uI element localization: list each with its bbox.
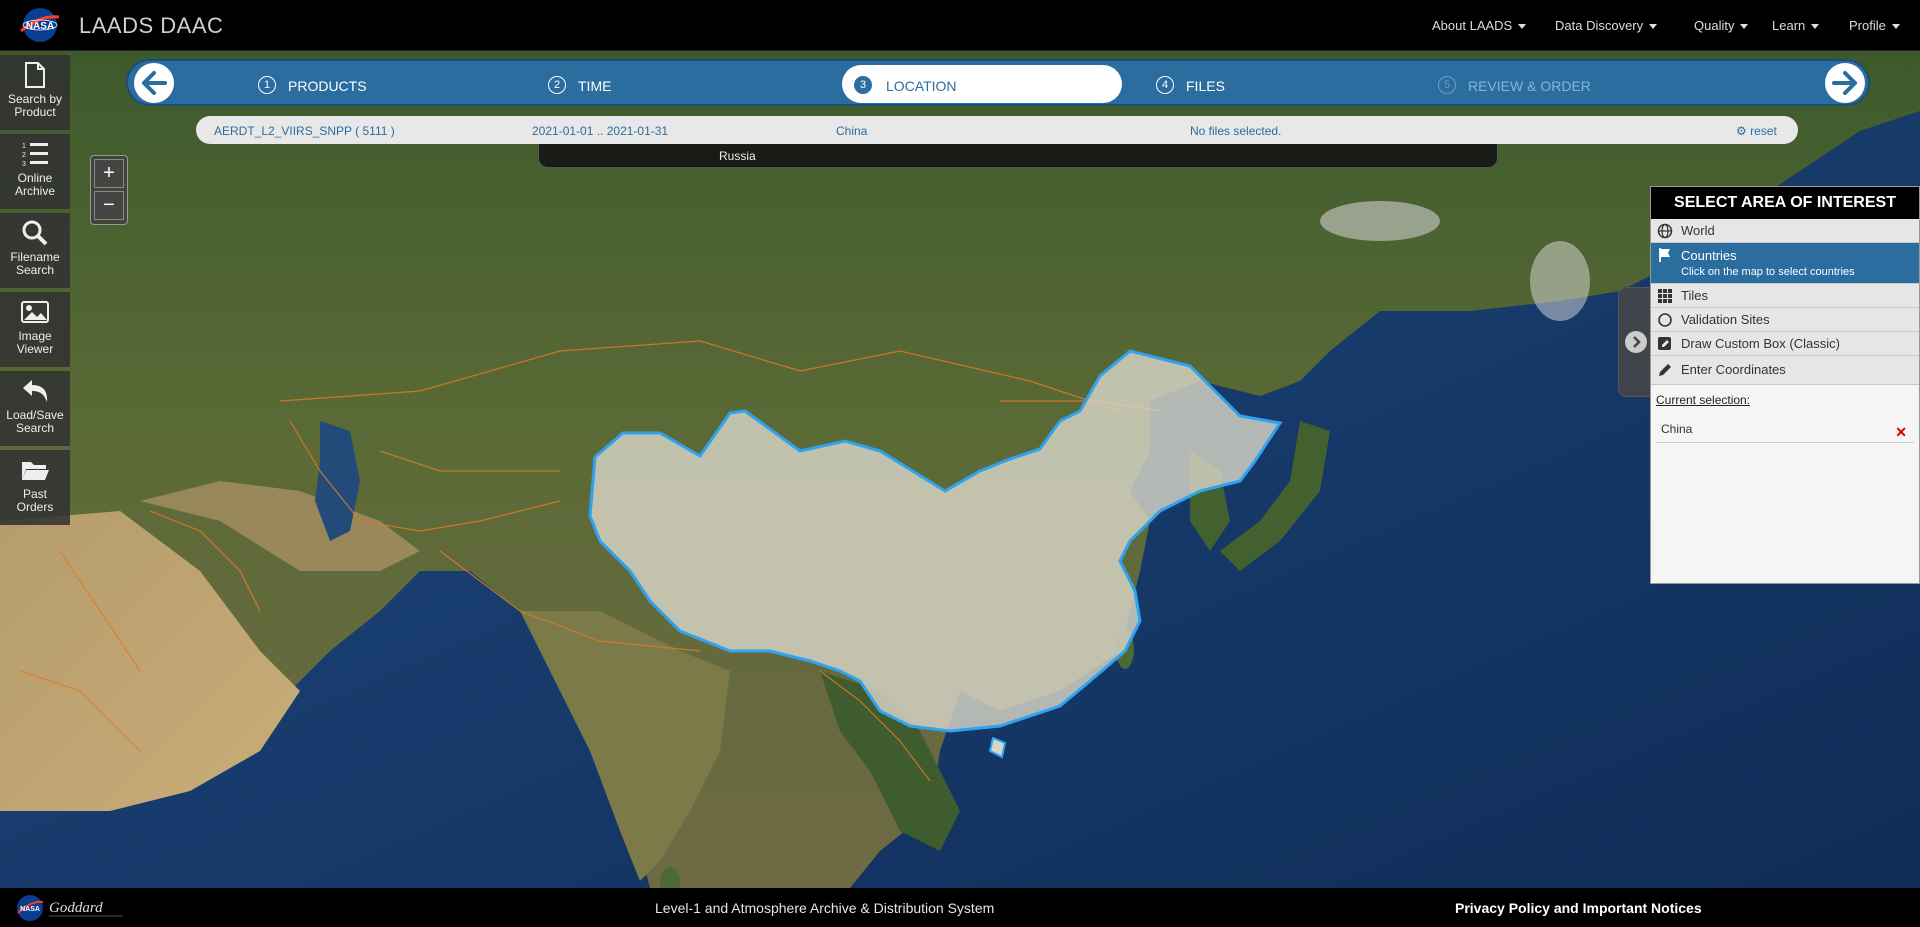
step-products[interactable]: 1 PRODUCTS [248, 65, 468, 103]
step-location[interactable]: 3 LOCATION [842, 65, 1122, 103]
arrow-left-icon [142, 71, 167, 95]
svg-text:NASA: NASA [20, 906, 40, 913]
svg-text:2: 2 [22, 152, 26, 159]
zoom-out-button[interactable]: − [94, 191, 124, 220]
map-canvas[interactable] [0, 51, 1920, 888]
current-selection-item: China ✕ [1656, 419, 1914, 443]
remove-selection-icon[interactable]: ✕ [1895, 424, 1907, 440]
filename-search-button[interactable]: Filename Search [0, 213, 70, 288]
satellite-map[interactable] [0, 51, 1920, 888]
grid-icon [1658, 289, 1672, 303]
aoi-option-tiles[interactable]: Tiles [1651, 284, 1919, 308]
top-navbar: NASA LAADS DAAC About LAADS Data Discove… [0, 0, 1920, 51]
file-icon [25, 62, 45, 88]
aoi-option-draw-custom-box[interactable]: Draw Custom Box (Classic) [1651, 332, 1919, 356]
china-selection-polygon[interactable] [588, 349, 1283, 733]
step-time[interactable]: 2 TIME [538, 65, 758, 103]
flag-icon [1659, 248, 1670, 262]
country-suggestion-dropdown: Russia [538, 144, 1498, 168]
globe-icon [1657, 223, 1673, 239]
arrow-right-icon [1832, 71, 1857, 95]
aoi-panel-title: SELECT AREA OF INTEREST [1651, 187, 1919, 219]
svg-text:1: 1 [22, 143, 26, 150]
nav-profile[interactable]: Profile [1849, 18, 1900, 33]
zoom-control: + − [90, 155, 128, 225]
folder-icon [22, 462, 49, 480]
privacy-policy-link[interactable]: Privacy Policy and Important Notices [1455, 900, 1702, 916]
suggestion-item[interactable]: Russia [719, 149, 756, 163]
step-review-order: 5 REVIEW & ORDER [1428, 65, 1668, 103]
nav-quality[interactable]: Quality [1694, 18, 1749, 33]
summary-product[interactable]: AERDT_L2_VIIRS_SNPP ( 5111 ) [214, 124, 395, 138]
summary-time[interactable]: 2021-01-01 .. 2021-01-31 [532, 124, 669, 138]
step-files[interactable]: 4 FILES [1146, 65, 1366, 103]
pencil-icon [1659, 364, 1671, 376]
footer: NASA Goddard Level-1 and Atmosphere Arch… [0, 888, 1920, 927]
area-of-interest-panel: SELECT AREA OF INTEREST World Countries … [1650, 186, 1920, 584]
undo-icon [23, 380, 48, 402]
aoi-option-world[interactable]: World [1651, 219, 1919, 243]
search-icon [22, 220, 48, 246]
list-icon: 1 2 3 [22, 143, 48, 168]
summary-files[interactable]: No files selected. [1190, 124, 1282, 138]
chevron-down-icon [1740, 24, 1749, 30]
past-orders-button[interactable]: Past Orders [0, 450, 70, 525]
footer-tagline: Level-1 and Atmosphere Archive & Distrib… [655, 900, 995, 916]
gears-icon: ⚙ [1736, 124, 1747, 138]
nav-data-discovery[interactable]: Data Discovery [1555, 18, 1658, 33]
goddard-logo[interactable]: NASA Goddard [15, 893, 127, 923]
svg-text:3: 3 [22, 161, 26, 168]
selection-summary-bar: AERDT_L2_VIIRS_SNPP ( 5111 ) 2021-01-01 … [196, 116, 1798, 144]
summary-location[interactable]: China [836, 124, 868, 138]
reset-button[interactable]: ⚙ reset [1736, 124, 1777, 138]
aoi-option-enter-coordinates[interactable]: Enter Coordinates [1651, 356, 1919, 385]
circle-icon [1658, 313, 1672, 327]
search-by-product-button[interactable]: Search by Product [0, 55, 70, 130]
chevron-down-icon [1891, 24, 1900, 30]
nav-learn[interactable]: Learn [1772, 18, 1820, 33]
nav-about-laads[interactable]: About LAADS [1432, 18, 1527, 33]
image-viewer-button[interactable]: Image Viewer [0, 292, 70, 367]
current-selection-label: Current selection: [1656, 393, 1751, 407]
chevron-down-icon [1649, 24, 1658, 30]
square-edit-icon [1658, 337, 1671, 350]
zoom-in-button[interactable]: + [94, 159, 124, 188]
step-wizard: 1 PRODUCTS 2 TIME 3 LOCATION 4 FILES 5 R… [126, 59, 1870, 106]
next-step-button[interactable] [1825, 63, 1865, 103]
svg-text:Goddard: Goddard [49, 900, 103, 916]
chevron-down-icon [1811, 24, 1820, 30]
svg-text:NASA: NASA [26, 21, 54, 32]
aoi-option-validation-sites[interactable]: Validation Sites [1651, 308, 1919, 332]
nasa-logo[interactable]: NASA [19, 7, 61, 43]
image-icon [21, 301, 49, 323]
load-save-search-button[interactable]: Load/Save Search [0, 371, 70, 446]
panel-collapse-toggle[interactable] [1618, 287, 1653, 397]
previous-step-button[interactable] [134, 63, 174, 103]
aoi-option-countries[interactable]: Countries Click on the map to select cou… [1651, 243, 1919, 284]
chevron-right-icon [1625, 331, 1647, 353]
site-title[interactable]: LAADS DAAC [79, 13, 224, 38]
chevron-down-icon [1518, 24, 1527, 30]
